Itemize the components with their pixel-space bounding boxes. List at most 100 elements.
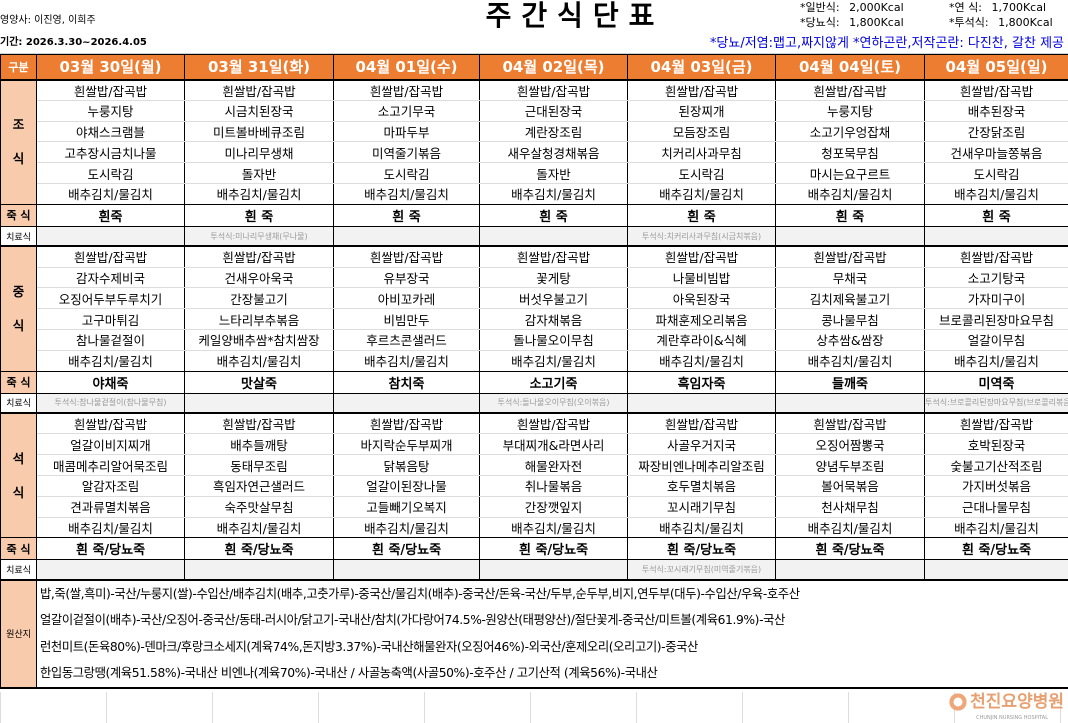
- menu-item: 버섯우불고기: [479, 287, 628, 310]
- menu-item: 흑임자연근샐러드: [184, 475, 334, 497]
- therapy-row: 치료식 투석식:꼬시래기무침(미역줄기볶음): [0, 559, 1068, 581]
- menu-item: 감자수제비국: [36, 267, 185, 289]
- meal-label: 석 식: [0, 413, 37, 539]
- menu-item: 숯불고기산적조림: [924, 454, 1068, 476]
- menu-row: 야채스크램블 미트볼바베큐조림 마파두부 계란장조림 모듬장조림 소고기우엉잡채 간장닭조림: [1, 121, 1068, 143]
- menu-row: 고추장시금치나물 미나리무생채 미역줄기볶음 새우살청경채볶음 치커리사과무침 청포묵무침…: [1, 141, 1068, 164]
- menu-item: 배추된장국: [924, 100, 1068, 122]
- menu-item: 배추김치/물김치: [333, 350, 480, 372]
- menu-item: 닭볶음탕: [333, 454, 480, 476]
- kcal-diabetic: *당뇨식: 1,800Kcal: [800, 16, 904, 29]
- porridge-label: 죽 식: [0, 537, 37, 561]
- therapy-label: 치료식: [0, 226, 37, 248]
- menu-row: 오징어두부두루치기 간장불고기 아비꼬카레 버섯우불고기 아욱된장국 김치제육불고기 가자미…: [1, 287, 1068, 310]
- therapy-item: [775, 559, 925, 581]
- menu-item: 알감자조림: [36, 475, 185, 497]
- menu-item: 소고기무국: [333, 100, 480, 122]
- menu-item: 흰쌀밥/잡곡밥: [36, 413, 185, 435]
- menu-item: 야채스크램블: [36, 121, 185, 143]
- logo-icon: [948, 692, 969, 712]
- menu-item: 새우살청경채볶음: [479, 141, 628, 164]
- meal-label: 중 식: [0, 246, 37, 372]
- porridge-item: 흰 죽/당뇨죽: [924, 537, 1068, 561]
- menu-item: 배추김치/물김치: [184, 350, 334, 372]
- porridge-item: 흰 죽/당뇨죽: [775, 537, 925, 561]
- menu-item: 배추김치/물김치: [775, 350, 925, 372]
- menu-item: 흰쌀밥/잡곡밥: [333, 246, 480, 268]
- menu-item: 누룽지탕: [775, 100, 925, 122]
- porridge-item: 흰 죽/당뇨죽: [333, 537, 480, 561]
- menu-item: 고추장시금치나물: [36, 141, 185, 164]
- therapy-item: [184, 559, 334, 581]
- menu-item: 된장찌개: [627, 100, 776, 122]
- menu-item: 배추김치/물김치: [333, 183, 480, 205]
- therapy-label: 치료식: [0, 393, 37, 415]
- menu-item: 간장깻잎지: [479, 496, 628, 518]
- menu-item: 매콤메추리알어묵조림: [36, 454, 185, 476]
- menu-item: 배추김치/물김치: [333, 517, 480, 539]
- menu-item: 호두멸치볶음: [627, 475, 776, 497]
- menu-item: 도시락김: [924, 162, 1068, 184]
- therapy-item: [36, 226, 185, 248]
- menu-item: 배추김치/물김치: [775, 183, 925, 205]
- menu-item: 근대나물무침: [924, 496, 1068, 518]
- menu-item: 흰쌀밥/잡곡밥: [333, 79, 480, 101]
- menu-item: 고들빼기오복지: [333, 496, 480, 518]
- menu-item: 무채국: [775, 267, 925, 289]
- menu-item: 바지락순두부찌개: [333, 433, 480, 456]
- kcal-general: *일반식: 2,000Kcal: [800, 1, 904, 14]
- menu-row: 배추김치/물김치 배추김치/물김치 배추김치/물김치 배추김치/물김치 배추김치/물김치…: [1, 350, 1068, 372]
- menu-item: 배추김치/물김치: [924, 183, 1068, 205]
- therapy-item: [924, 559, 1068, 581]
- therapy-item: [333, 559, 480, 581]
- menu-row: 매콤메추리알어묵조림 동태무조림 닭볶음탕 해물완자전 짜장비엔나메추리알조림 양념두부조…: [1, 454, 1068, 476]
- menu-item: 모듬장조림: [627, 121, 776, 143]
- menu-row: 누룽지탕 시금치된장국 소고기무국 근대된장국 된장찌개 누룽지탕 배추된장국: [1, 100, 1068, 122]
- menu-item: 느타리부추볶음: [184, 308, 334, 330]
- menu-item: 고구마튀김: [36, 308, 185, 330]
- menu-item: 볼어묵볶음: [775, 475, 925, 497]
- porridge-item: 흰죽: [36, 204, 185, 227]
- menu-item: 가자미구이: [924, 287, 1068, 310]
- therapy-item: [479, 226, 628, 248]
- menu-item: 간장불고기: [184, 287, 334, 310]
- porridge-item: 흰 죽: [775, 204, 925, 227]
- menu-item: 흰쌀밥/잡곡밥: [627, 246, 776, 268]
- porridge-label: 죽 식: [0, 371, 37, 394]
- menu-item: 간장닭조림: [924, 121, 1068, 143]
- menu-item: 배추김치/물김치: [479, 517, 628, 539]
- weekly-menu-table: 구분 03월 30일(월) 03월 31일(화) 04월 01일(수) 04월 02일(…: [0, 54, 1068, 689]
- logo-text: 천진요양병원: [970, 692, 1064, 712]
- day-header: 04월 05일(일): [924, 54, 1068, 81]
- therapy-item: 투석식:치커리사과무침(시금치볶음): [627, 226, 776, 248]
- menu-row: 중 식 흰쌀밥/잡곡밥 흰쌀밥/잡곡밥 흰쌀밥/잡곡밥 흰쌀밥/잡곡밥 흰쌀밥/잡곡밥 흰쌀…: [0, 246, 1068, 372]
- origin-row: 원산지 밥,죽(쌀,흑미)-국산/누룽지(쌀)-수입산/배추김치(배추,고춧가루)…: [0, 579, 1068, 689]
- menu-item: 배추김치/물김치: [36, 183, 185, 205]
- menu-item: 흰쌀밥/잡곡밥: [36, 79, 185, 101]
- menu-item: 유부장국: [333, 267, 480, 289]
- therapy-item: [627, 393, 776, 415]
- origin-line: 한입동그랑땡(계육51.58%)-국내산 비엔나(계육70%)-국내산 / 사골…: [40, 666, 658, 681]
- menu-item: 얼갈이된장나물: [333, 475, 480, 497]
- menu-row: 견과류멸치볶음 숙주맛살무침 고들빼기오복지 간장깻잎지 꼬시래기무침 천사채무침 근대나물…: [1, 496, 1068, 518]
- porridge-row: 죽 식 야채죽 맛살죽 참치죽 소고기죽 흑임자죽 들깨죽 미역죽: [0, 371, 1068, 394]
- menu-item: 배추김치/물김치: [479, 183, 628, 205]
- porridge-item: 흰 죽: [333, 204, 480, 227]
- therapy-item: [924, 226, 1068, 248]
- menu-row: 참나물겉절이 케일양배추쌈*참치쌈장 후르츠콘샐러드 돌나물오이무침 계란후라이&식혜 상…: [1, 329, 1068, 351]
- menu-item: 양념두부조림: [775, 454, 925, 476]
- origin-line: 밥,죽(쌀,흑미)-국산/누룽지(쌀)-수입산/배추김치(배추,고춧가루)-중국…: [40, 586, 800, 601]
- menu-item: 김치제육불고기: [775, 287, 925, 310]
- menu-item: 배추김치/물김치: [924, 517, 1068, 539]
- therapy-item: 투석식:브로콜리된장마요무침(브로콜리볶음): [924, 393, 1068, 415]
- porridge-item: 흰 죽/당뇨죽: [36, 537, 185, 561]
- menu-item: 견과류멸치볶음: [36, 496, 185, 518]
- origin-label: 원산지: [0, 579, 37, 689]
- menu-item: 흰쌀밥/잡곡밥: [479, 79, 628, 101]
- menu-item: 숙주맛살무침: [184, 496, 334, 518]
- menu-item: 꽃게탕: [479, 267, 628, 289]
- menu-item: 얼갈이비지찌개: [36, 433, 185, 456]
- day-header: 03월 30일(월): [36, 54, 185, 81]
- menu-item: 흰쌀밥/잡곡밥: [36, 246, 185, 268]
- meal-label: 조 식: [0, 79, 37, 205]
